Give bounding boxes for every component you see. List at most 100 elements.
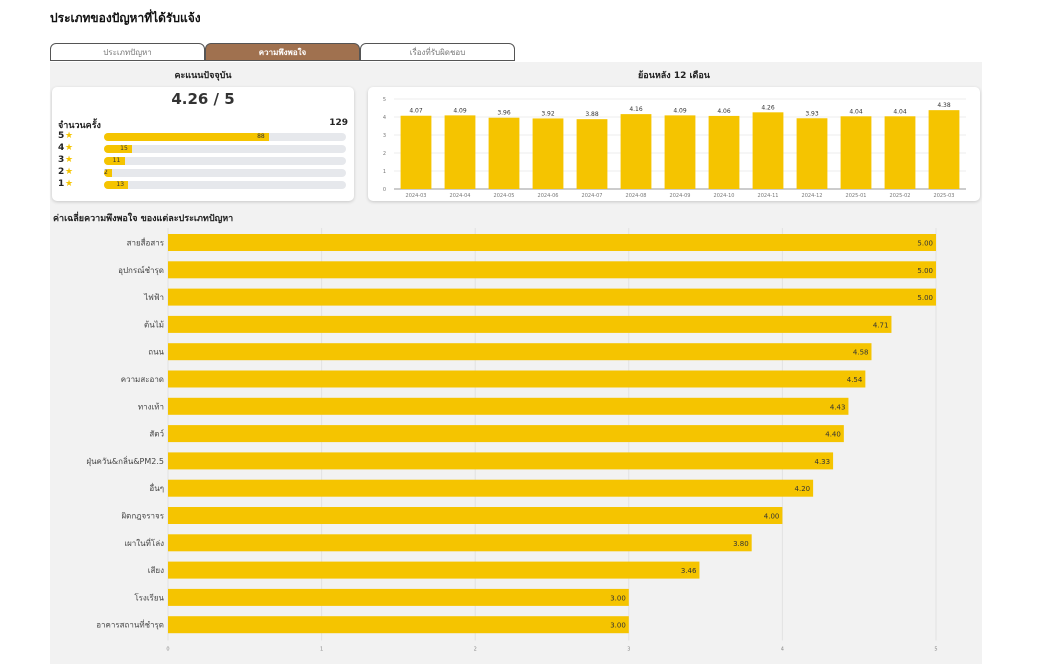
history-bar (444, 115, 476, 189)
history-xtick: 2024-05 (494, 193, 515, 199)
star-track: 13 (104, 181, 346, 189)
history-bar (796, 118, 828, 189)
star-track: 2 (104, 169, 346, 177)
tab-satisfaction[interactable]: ความพึงพอใจ (205, 43, 360, 61)
star-track: 15 (104, 145, 346, 153)
type-category-label: เสียง (148, 566, 164, 575)
star-icon: ★ (65, 131, 74, 141)
type-category-label: สายสื่อสาร (127, 237, 165, 248)
type-value-label: 3.00 (610, 622, 626, 630)
history-xtick: 2025-01 (846, 193, 867, 199)
history-card: 0 1 2 3 4 5 4.07 2024-03 4.09 2024-04 3.96 2024-05 3… (368, 87, 980, 201)
current-score-card: 4.26 / 5 จำนวนครั้ง 129 5 ★ 88 4 ★ 15 3 ★ 11 2 ★ 2 1… (52, 87, 354, 201)
type-bar (168, 234, 936, 251)
star-count: 11 (112, 157, 121, 164)
history-value-label: 4.06 (717, 108, 731, 115)
type-category-label: ต้นไม้ (144, 320, 164, 329)
star-row-1: 1 ★ 13 (58, 179, 348, 190)
type-category-label: อื่นๆ (149, 482, 164, 493)
type-value-label: 5.00 (917, 294, 933, 302)
rating-count-value: 129 (329, 118, 348, 128)
history-xtick: 2025-02 (890, 193, 911, 199)
type-value-label: 3.80 (733, 540, 749, 548)
star-fill (104, 133, 270, 141)
satisfaction-panel: คะแนนปัจจุบัน 4.26 / 5 จำนวนครั้ง 129 5 ★… (50, 62, 982, 664)
history-bar (620, 114, 652, 189)
type-category-label: ถนน (148, 348, 164, 357)
type-category-label: อุปกรณ์ชำรุด (118, 265, 164, 275)
history-bar (488, 117, 520, 189)
star-icon: ★ (65, 143, 74, 153)
star-level: 1 (58, 179, 65, 189)
history-value-label: 3.96 (497, 110, 511, 117)
type-bar (168, 616, 629, 634)
history-value-label: 4.09 (453, 107, 467, 114)
history-ytick: 1 (383, 169, 386, 175)
type-category-label: ฝุ่นควัน&กลิ่น&PM2.5 (86, 455, 164, 466)
type-xtick: 4 (781, 647, 784, 653)
type-bar (168, 534, 752, 552)
type-xtick: 2 (474, 647, 477, 653)
star-icon: ★ (65, 179, 74, 189)
star-fill (104, 169, 112, 177)
history-xtick: 2024-08 (626, 193, 647, 199)
star-row-4: 4 ★ 15 (58, 143, 348, 154)
tab-problem-type[interactable]: ประเภทปัญหา (50, 43, 205, 61)
type-value-label: 5.00 (917, 240, 933, 248)
star-row-5: 5 ★ 88 (58, 131, 348, 142)
star-count: 15 (120, 145, 128, 152)
history-value-label: 4.07 (409, 108, 423, 115)
history-chart: 0 1 2 3 4 5 4.07 2024-03 4.09 2024-04 3.96 2024-05 3… (383, 97, 966, 199)
type-xtick: 5 (934, 647, 937, 653)
type-chart-title: ค่าเฉลี่ยความพึงพอใจ ของแต่ละประเภทปัญหา (53, 214, 234, 224)
star-level: 2 (58, 167, 65, 177)
type-value-label: 4.58 (853, 349, 869, 357)
history-xtick: 2024-12 (802, 193, 823, 199)
type-category-label: สัตว์ (149, 429, 164, 439)
history-ytick: 5 (383, 97, 386, 103)
type-bar (168, 261, 936, 279)
type-bar (168, 343, 872, 361)
type-bar (168, 479, 814, 497)
type-bar (168, 397, 849, 415)
history-value-label: 4.16 (629, 106, 643, 113)
history-bar (928, 110, 960, 189)
type-value-label: 4.43 (830, 403, 846, 411)
star-level: 4 (58, 143, 65, 153)
history-bar (664, 115, 696, 189)
type-value-label: 3.00 (610, 594, 626, 602)
type-category-label: เผาในที่โล่ง (124, 537, 164, 548)
history-ytick: 3 (383, 133, 386, 139)
history-bar (532, 118, 564, 189)
type-bar (168, 507, 783, 524)
page-title: ประเภทของปัญหาที่ได้รับแจ้ง (50, 11, 201, 25)
type-xtick: 1 (320, 647, 323, 653)
history-bar (752, 112, 784, 189)
history-value-label: 4.04 (849, 108, 863, 115)
type-bar (168, 588, 629, 606)
history-bar (840, 116, 872, 189)
type-xtick: 3 (627, 647, 630, 653)
history-xtick: 2024-06 (538, 193, 559, 199)
type-category-label: อาคารสถานที่ชำรุด (96, 619, 164, 630)
star-icon: ★ (65, 155, 74, 165)
type-value-label: 4.54 (847, 376, 863, 384)
star-count: 2 (104, 169, 108, 176)
star-row-2: 2 ★ 2 (58, 167, 348, 178)
type-bar (168, 315, 892, 333)
type-value-label: 4.40 (825, 431, 841, 439)
history-ytick: 2 (383, 151, 386, 157)
history-bar (576, 119, 608, 189)
history-xtick: 2024-04 (450, 193, 471, 199)
history-title: ย้อนหลัง 12 เดือน (638, 71, 710, 81)
history-value-label: 3.92 (541, 110, 555, 117)
history-value-label: 4.38 (937, 102, 951, 109)
tab-responsible[interactable]: เรื่องที่รับผิดชอบ (360, 43, 515, 61)
type-category-label: ไฟฟ้า (143, 293, 164, 302)
history-xtick: 2024-10 (714, 193, 735, 199)
history-bar (400, 115, 432, 189)
type-value-label: 3.46 (681, 567, 697, 575)
history-value-label: 3.88 (585, 111, 599, 118)
history-value-label: 3.93 (805, 110, 819, 117)
history-ytick: 0 (383, 187, 386, 193)
